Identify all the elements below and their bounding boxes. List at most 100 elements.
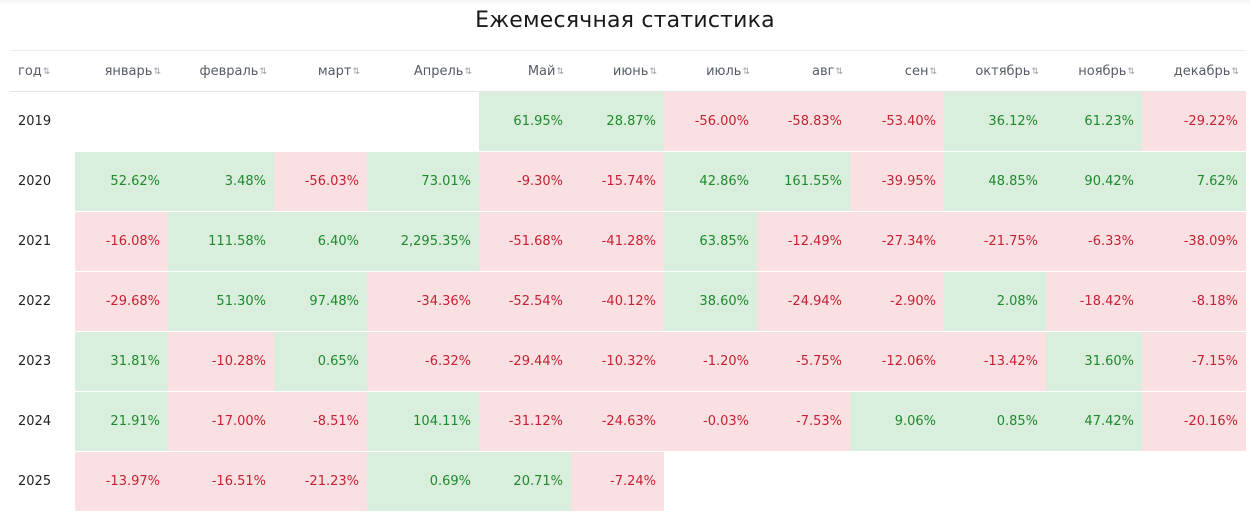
return-cell-nov (1046, 451, 1142, 512)
return-cell-apr: 73.01% (367, 151, 479, 212)
return-cell-nov: -6.33% (1046, 211, 1142, 272)
column-header-may[interactable]: Май⇅ (479, 50, 571, 92)
column-header-jan[interactable]: январь⇅ (75, 50, 168, 92)
return-cell-jul (664, 451, 757, 512)
table-row: 2025 -13.97% -16.51% -21.23% 0.69% 20.71% -7.2… (10, 451, 1246, 512)
return-cell-jan: -29.68% (75, 271, 168, 332)
top-divider (0, 0, 1250, 4)
column-header-oct[interactable]: октябрь⇅ (944, 50, 1046, 92)
return-cell-sep (850, 451, 944, 512)
sort-icon[interactable]: ⇅ (259, 66, 266, 77)
return-cell-dec: -20.16% (1142, 391, 1246, 452)
return-cell-mar: -8.51% (274, 391, 367, 452)
year-cell: 2021 (10, 211, 75, 272)
return-cell-nov: 90.42% (1046, 151, 1142, 212)
table-row: 2021 -16.08% 111.58% 6.40% 2,295.35% -51.68% -… (10, 211, 1246, 272)
column-header-label: декабрь (1173, 63, 1231, 79)
return-cell-oct: 36.12% (944, 91, 1046, 152)
column-header-label: Май (527, 63, 556, 79)
return-cell-may: -9.30% (479, 151, 571, 212)
return-cell-dec: -8.18% (1142, 271, 1246, 332)
return-cell-aug: -58.83% (757, 91, 850, 152)
return-cell-may: -52.54% (479, 271, 571, 332)
sort-icon[interactable]: ⇅ (649, 66, 656, 77)
column-header-nov[interactable]: ноябрь⇅ (1046, 50, 1142, 92)
column-header-mar[interactable]: март⇅ (274, 50, 367, 92)
sort-icon[interactable]: ⇅ (153, 66, 160, 77)
column-header-label: январь (104, 63, 153, 79)
return-cell-dec (1142, 451, 1246, 512)
return-cell-oct: 2.08% (944, 271, 1046, 332)
return-cell-feb: -10.28% (168, 331, 274, 392)
sort-icon[interactable]: ⇅ (1127, 66, 1134, 77)
return-cell-aug: -12.49% (757, 211, 850, 272)
column-header-label: сен (904, 63, 929, 79)
sort-icon[interactable]: ⇅ (1031, 66, 1038, 77)
column-header-jul[interactable]: июль⇅ (664, 50, 757, 92)
return-cell-dec: 7.62% (1142, 151, 1246, 212)
column-header-label: год (18, 63, 42, 79)
return-cell-jul: -0.03% (664, 391, 757, 452)
sort-icon[interactable]: ⇅ (556, 66, 563, 77)
return-cell-jan: 52.62% (75, 151, 168, 212)
column-header-apr[interactable]: Апрель⇅ (367, 50, 479, 92)
column-header-dec[interactable]: декабрь⇅ (1142, 50, 1246, 92)
return-cell-apr: 104.11% (367, 391, 479, 452)
year-cell: 2022 (10, 271, 75, 332)
column-header-sep[interactable]: сен⇅ (850, 50, 944, 92)
return-cell-aug: 161.55% (757, 151, 850, 212)
sort-icon[interactable]: ⇅ (42, 66, 50, 77)
return-cell-oct: -13.42% (944, 331, 1046, 392)
return-cell-mar: 97.48% (274, 271, 367, 332)
return-cell-jan: -13.97% (75, 451, 168, 512)
return-cell-aug: -5.75% (757, 331, 850, 392)
return-cell-may: -29.44% (479, 331, 571, 392)
monthly-stats-table: год⇅ январь⇅ февраль⇅ март⇅ Апрель⇅ Май⇅ июнь⇅… (10, 50, 1246, 512)
return-cell-nov: 31.60% (1046, 331, 1142, 392)
return-cell-oct: 0.85% (944, 391, 1046, 452)
table-row: 2023 31.81% -10.28% 0.65% -6.32% -29.44% -10.3… (10, 331, 1246, 392)
year-cell: 2019 (10, 91, 75, 152)
return-cell-jun: -7.24% (571, 451, 664, 512)
column-header-aug[interactable]: авг⇅ (757, 50, 850, 92)
sort-icon[interactable]: ⇅ (352, 66, 359, 77)
sort-icon[interactable]: ⇅ (742, 66, 749, 77)
sort-icon[interactable]: ⇅ (929, 66, 936, 77)
sort-icon[interactable]: ⇅ (464, 66, 471, 77)
return-cell-jul: -1.20% (664, 331, 757, 392)
return-cell-jan: 21.91% (75, 391, 168, 452)
return-cell-jan: -16.08% (75, 211, 168, 272)
sort-icon[interactable]: ⇅ (835, 66, 842, 77)
return-cell-jul: -56.00% (664, 91, 757, 152)
column-header-feb[interactable]: февраль⇅ (168, 50, 274, 92)
return-cell-sep: -12.06% (850, 331, 944, 392)
return-cell-sep: -27.34% (850, 211, 944, 272)
return-cell-feb: 3.48% (168, 151, 274, 212)
column-header-label: ноябрь (1078, 63, 1127, 79)
return-cell-jun: -41.28% (571, 211, 664, 272)
return-cell-nov: 47.42% (1046, 391, 1142, 452)
return-cell-mar (274, 91, 367, 152)
return-cell-feb: -16.51% (168, 451, 274, 512)
return-cell-feb: 51.30% (168, 271, 274, 332)
column-header-label: авг (811, 63, 835, 79)
year-cell: 2020 (10, 151, 75, 212)
return-cell-jun: -40.12% (571, 271, 664, 332)
column-header-label: октябрь (975, 63, 1031, 79)
return-cell-aug: -7.53% (757, 391, 850, 452)
sort-icon[interactable]: ⇅ (1231, 66, 1238, 77)
return-cell-apr: 2,295.35% (367, 211, 479, 272)
return-cell-feb: 111.58% (168, 211, 274, 272)
return-cell-oct: -21.75% (944, 211, 1046, 272)
table-row: 2020 52.62% 3.48% -56.03% 73.01% -9.30% -15.74… (10, 151, 1246, 212)
return-cell-oct (944, 451, 1046, 512)
column-header-year[interactable]: год⇅ (10, 50, 75, 92)
return-cell-jan (75, 91, 168, 152)
return-cell-jul: 63.85% (664, 211, 757, 272)
column-header-jun[interactable]: июнь⇅ (571, 50, 664, 92)
return-cell-dec: -7.15% (1142, 331, 1246, 392)
return-cell-jan: 31.81% (75, 331, 168, 392)
return-cell-dec: -38.09% (1142, 211, 1246, 272)
year-cell: 2023 (10, 331, 75, 392)
return-cell-nov: -18.42% (1046, 271, 1142, 332)
